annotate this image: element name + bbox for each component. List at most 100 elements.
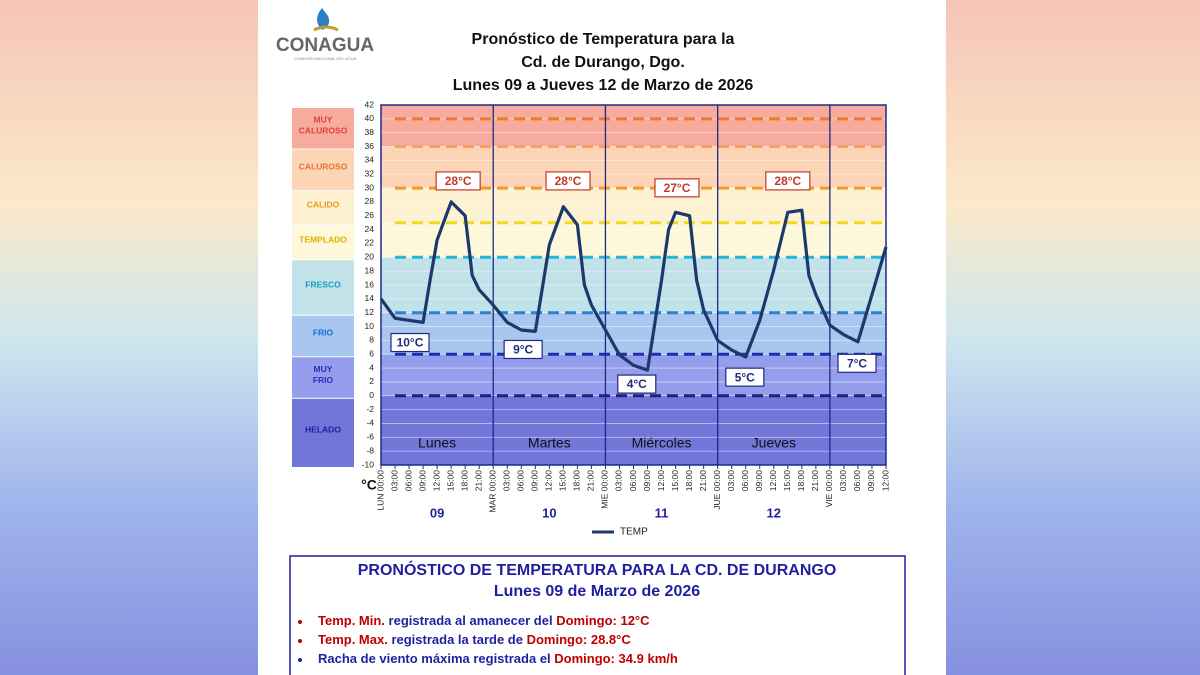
x-tick-label: LUN 00:00 xyxy=(375,470,385,511)
y-tick-label: 6 xyxy=(369,348,374,358)
zone-label: HELADO xyxy=(305,425,341,435)
y-tick-label: 2 xyxy=(369,376,374,386)
zone-legend-block xyxy=(292,225,354,260)
extreme-box xyxy=(654,178,700,198)
summary-segment: : 28.8°C xyxy=(583,632,631,647)
day-date: 11 xyxy=(655,505,669,520)
summary-segment: Temp. Min. xyxy=(318,613,385,628)
zone-label: MUY xyxy=(314,115,333,125)
x-tick-label: 12:00 xyxy=(880,470,890,492)
zone-label: FRESCO xyxy=(305,279,341,289)
zone-band xyxy=(381,222,886,258)
extreme-label: 5°C xyxy=(735,370,755,384)
x-tick-label: 09:00 xyxy=(530,470,540,492)
zone-band xyxy=(381,312,886,355)
x-tick-label: VIE 00:00 xyxy=(824,470,834,508)
logo-icon xyxy=(313,25,339,32)
zone-legend-block xyxy=(292,149,354,191)
summary-box xyxy=(289,555,906,675)
zone-label: FRIO xyxy=(313,328,334,338)
zone-label: CALIDO xyxy=(307,200,340,210)
logo-icon xyxy=(317,8,330,30)
bullet xyxy=(298,620,302,624)
y-tick-label: 42 xyxy=(365,99,375,109)
x-tick-label: 09:00 xyxy=(754,470,764,492)
x-tick-label: 06:00 xyxy=(740,470,750,492)
x-tick-label: 18:00 xyxy=(459,470,469,492)
x-tick-label: 03:00 xyxy=(389,470,399,492)
summary-segment: Racha de viento máxima registrada el xyxy=(318,651,554,666)
blurred-side xyxy=(0,0,258,675)
chart-title: Lunes 09 a Jueves 12 de Marzo de 2026 xyxy=(453,77,754,94)
zone-legend-block xyxy=(292,108,354,149)
zone-band xyxy=(381,395,886,465)
y-tick-label: 22 xyxy=(365,238,375,248)
y-axis-label: °C xyxy=(361,477,377,493)
x-tick-label: MIE 00:00 xyxy=(600,470,610,509)
y-tick-label: 12 xyxy=(365,307,375,317)
extreme-label: 27°C xyxy=(664,181,691,195)
x-tick-label: 18:00 xyxy=(796,470,806,492)
day-date: 09 xyxy=(430,505,444,520)
chart-title: Pronóstico de Temperatura para la xyxy=(472,31,735,48)
summary-title: PRONÓSTICO DE TEMPERATURA PARA LA CD. DE… xyxy=(358,560,837,579)
zone-label: MUY xyxy=(314,364,333,374)
extreme-box xyxy=(617,374,657,394)
extreme-box xyxy=(725,367,765,387)
zone-label: CALUROSO xyxy=(299,162,348,172)
zone-label: CALUROSO xyxy=(299,126,348,136)
y-tick-label: 0 xyxy=(369,390,374,400)
extreme-label: 9°C xyxy=(513,343,533,357)
x-tick-label: 12:00 xyxy=(544,470,554,492)
y-tick-label: 36 xyxy=(365,141,375,151)
zone-legend-block xyxy=(292,315,354,357)
y-tick-label: 38 xyxy=(365,127,375,137)
x-tick-label: 15:00 xyxy=(558,470,568,492)
extreme-label: 7°C xyxy=(847,356,867,370)
zone-label: FRIO xyxy=(313,375,334,385)
x-tick-label: 06:00 xyxy=(516,470,526,492)
extreme-box xyxy=(503,339,543,360)
x-tick-label: 09:00 xyxy=(866,470,876,492)
x-tick-label: 21:00 xyxy=(698,470,708,492)
y-tick-label: 24 xyxy=(365,224,375,234)
zone-label: TEMPLADO xyxy=(299,234,347,244)
x-tick-label: 15:00 xyxy=(670,470,680,492)
summary-segment: : 34.9 km/h xyxy=(611,651,678,666)
y-tick-label: -10 xyxy=(362,459,375,469)
extreme-label: 28°C xyxy=(445,174,472,188)
y-tick-label: 30 xyxy=(365,182,375,192)
blurred-side xyxy=(946,0,1200,675)
extreme-label: 28°C xyxy=(774,174,801,188)
y-tick-label: 34 xyxy=(365,155,375,165)
x-tick-label: 12:00 xyxy=(431,470,441,492)
day-date: 12 xyxy=(767,505,781,520)
summary-segment: Domingo xyxy=(527,632,583,647)
day-name: Miércoles xyxy=(632,435,692,451)
day-name: Lunes xyxy=(418,435,456,451)
x-tick-label: 09:00 xyxy=(642,470,652,492)
x-tick-label: MAR 00:00 xyxy=(487,470,497,513)
x-tick-label: 03:00 xyxy=(502,470,512,492)
x-tick-label: 21:00 xyxy=(810,470,820,492)
x-tick-label: 18:00 xyxy=(684,470,694,492)
y-tick-label: 20 xyxy=(365,252,375,262)
extreme-box xyxy=(545,171,591,191)
summary-title: Lunes 09 de Marzo de 2026 xyxy=(494,583,700,600)
extreme-box xyxy=(390,332,430,353)
y-tick-label: -8 xyxy=(366,445,374,455)
y-tick-label: 10 xyxy=(365,321,375,331)
x-tick-label: 15:00 xyxy=(782,470,792,492)
y-tick-label: -6 xyxy=(366,432,374,442)
logo-subtext: COMISIÓN NACIONAL DEL AGUA xyxy=(294,56,357,61)
y-tick-label: 16 xyxy=(365,279,375,289)
day-name: Martes xyxy=(528,435,571,451)
summary-item: Temp. Max. registrada la tarde de Doming… xyxy=(318,632,631,647)
extreme-label: 28°C xyxy=(555,174,582,188)
y-tick-label: -4 xyxy=(366,418,374,428)
extreme-label: 4°C xyxy=(627,377,647,391)
summary-item: Temp. Min. registrada al amanecer del Do… xyxy=(318,613,650,628)
extreme-label: 10°C xyxy=(397,336,424,350)
zone-legend-block xyxy=(292,260,354,315)
